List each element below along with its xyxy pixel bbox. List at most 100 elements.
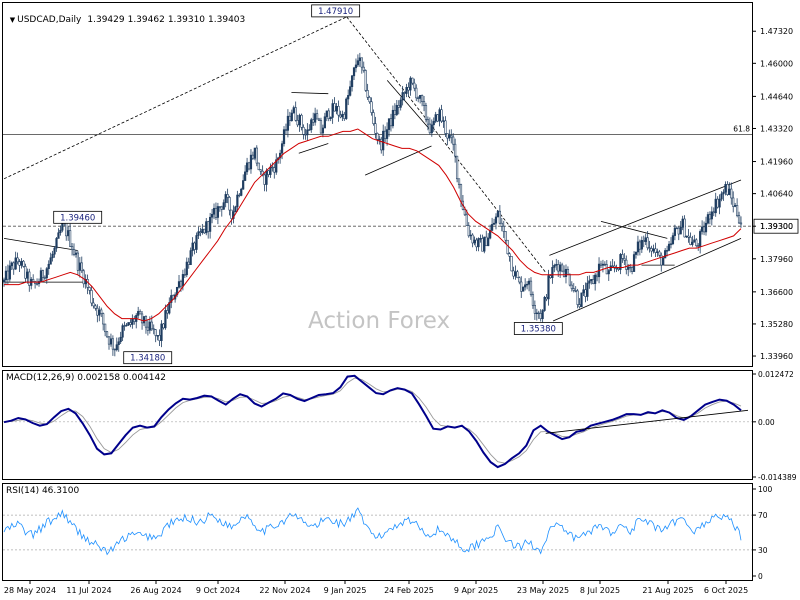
candle-body: [131, 318, 134, 325]
date-tick-label: 11 Jul 2024: [66, 586, 111, 595]
candle-body: [376, 133, 379, 140]
candle-body: [32, 279, 35, 282]
candle-body: [730, 188, 733, 199]
trendline: [549, 179, 742, 256]
candle-body: [498, 210, 501, 224]
candle-body: [691, 241, 694, 245]
candle-body: [2, 279, 6, 283]
candle-body: [675, 227, 678, 230]
candle-body: [399, 99, 402, 108]
candle-body: [605, 264, 608, 275]
candle-body: [4, 270, 8, 281]
candle-body: [240, 188, 243, 196]
candle-body: [454, 143, 457, 157]
candle-body: [720, 193, 723, 200]
low-value: 1.39310: [167, 15, 206, 25]
candle-body: [100, 309, 103, 314]
candle-body: [436, 114, 439, 122]
candle-body: [331, 103, 334, 118]
candle-body: [220, 206, 223, 210]
candle-body: [599, 263, 603, 266]
candle-body: [677, 227, 680, 235]
price-axis: 1.47320 1.46000 1.44640 1.43320 1.41960 1.406…: [752, 27, 793, 361]
candle-body: [189, 250, 192, 266]
candle-body: [568, 274, 571, 286]
candle-body: [302, 126, 305, 135]
candle-body: [512, 270, 515, 277]
price-tick-label: 1.36600: [760, 288, 793, 297]
candle-body: [370, 101, 373, 113]
candle-body: [736, 205, 739, 216]
candle-body: [708, 214, 711, 220]
candle-body: [701, 226, 704, 232]
candle-body: [59, 229, 62, 234]
candle-body: [321, 127, 325, 134]
candle-body: [43, 277, 46, 279]
candle-body: [524, 284, 527, 288]
close-value: 1.39403: [208, 15, 246, 25]
price-tick-label: 1.37960: [760, 255, 793, 264]
candle-body: [669, 243, 673, 245]
candle-body: [580, 292, 583, 308]
candle-body: [47, 263, 50, 269]
candle-body: [397, 105, 400, 108]
trendline: [298, 143, 329, 154]
candle-body: [88, 287, 91, 291]
candle-body: [349, 86, 352, 96]
candle-body: [146, 326, 149, 331]
candle-body: [253, 147, 256, 159]
candle-body: [76, 252, 79, 271]
candle-body: [144, 316, 148, 328]
candle-body: [156, 335, 159, 337]
moving-average: [4, 128, 742, 322]
candle-body: [405, 86, 408, 94]
candle-body: [214, 207, 218, 218]
candle-body: [78, 262, 81, 271]
candle-body: [545, 297, 548, 300]
candle-body: [317, 118, 321, 121]
candle-body: [53, 247, 56, 255]
trendline: [3, 237, 78, 251]
candle-body: [531, 294, 535, 306]
trendline: [552, 237, 742, 322]
date-tick-label: 9 Jan 2025: [324, 586, 367, 595]
candle-body: [617, 268, 620, 270]
candle-body: [722, 191, 725, 195]
candle-body: [588, 280, 591, 284]
candle-body: [210, 213, 214, 218]
candle-body: [638, 241, 641, 250]
collapse-arrow-icon[interactable]: ▼: [9, 16, 16, 24]
date-tick-label: 8 Jul 2025: [580, 586, 620, 595]
candle-body: [201, 228, 204, 233]
candle-body: [547, 275, 550, 300]
candle-body: [737, 215, 741, 224]
candle-body: [475, 239, 478, 248]
candle-body: [358, 57, 361, 61]
candle-body: [627, 266, 630, 270]
candle-body: [119, 336, 122, 343]
candle-body: [660, 254, 663, 266]
candle-body: [125, 324, 128, 327]
candle-body: [648, 247, 651, 249]
candle-body: [574, 290, 577, 292]
candle-body: [697, 245, 700, 247]
candle-body: [160, 323, 163, 341]
main-panel-frame: [2, 2, 753, 367]
candle-body: [18, 261, 21, 266]
candle-body: [350, 75, 354, 87]
rsi-panel: 100 70 30 0: [3, 485, 773, 581]
candle-body: [446, 133, 449, 139]
candle-body: [562, 270, 566, 277]
candle-body: [712, 211, 715, 214]
candle-body: [113, 348, 116, 351]
price-tick-label: 1.43320: [760, 124, 793, 133]
candle-body: [111, 338, 114, 350]
annotation-box: [123, 351, 173, 365]
price-tick-label: 1.46000: [760, 59, 793, 68]
trendline: [600, 220, 668, 239]
candle-body: [687, 235, 690, 238]
candle-body: [115, 344, 118, 351]
candle-body: [251, 154, 255, 159]
macd-tick-label: 0.00: [758, 418, 775, 427]
date-tick-label: 21 Aug 2025: [642, 586, 693, 595]
